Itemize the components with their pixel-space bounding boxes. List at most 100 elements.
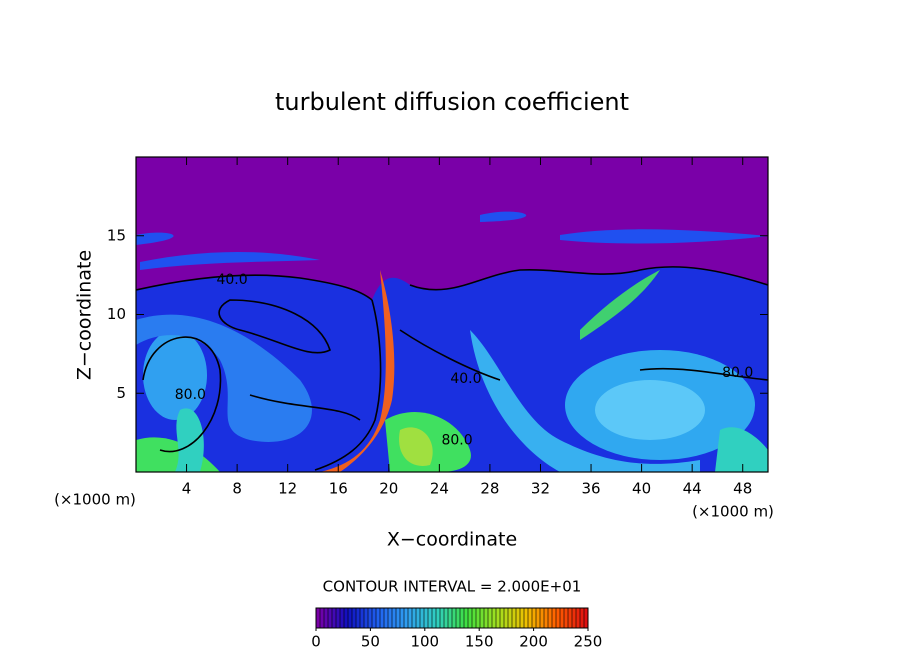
- colorbar-cell: [496, 608, 501, 628]
- colorbar-cell: [396, 608, 401, 628]
- colorbar-cell: [380, 608, 385, 628]
- colorbar-cell: [448, 608, 453, 628]
- colorbar-cell: [464, 608, 469, 628]
- colorbar-cell: [404, 608, 409, 628]
- colorbar-cell: [368, 608, 373, 628]
- colorbar-cell: [552, 608, 557, 628]
- colorbar-cell: [376, 608, 381, 628]
- colorbar-cell: [492, 608, 497, 628]
- contour-interval: CONTOUR INTERVAL = 2.000E+01: [323, 578, 582, 596]
- colorbar-cell: [428, 608, 433, 628]
- colorbar-cell: [364, 608, 369, 628]
- colorbar-cell: [564, 608, 569, 628]
- colorbar-cell: [344, 608, 349, 628]
- x-tick-label: 48: [733, 480, 752, 498]
- colorbar-cell: [576, 608, 581, 628]
- x-tick-label: 16: [329, 480, 348, 498]
- x-axis-label: X−coordinate: [387, 529, 517, 551]
- contour-label: 40.0: [216, 272, 247, 288]
- x-tick-label: 40: [632, 480, 651, 498]
- colorbar-cell: [524, 608, 529, 628]
- colorbar-cell: [340, 608, 345, 628]
- contour-line: [218, 299, 331, 354]
- colorbar-cell: [324, 608, 329, 628]
- colorbar-cell: [484, 608, 489, 628]
- colorbar-cell: [544, 608, 549, 628]
- colorbar-tick-label: 50: [361, 633, 380, 651]
- colorbar-cell: [452, 608, 457, 628]
- colorbar-cell: [372, 608, 377, 628]
- y-tick-label: 5: [116, 384, 126, 402]
- x-tick-label: 28: [480, 480, 499, 498]
- y-axis-label: Z−coordinate: [74, 250, 96, 380]
- colorbar-cell: [432, 608, 437, 628]
- colorbar-tick-label: 250: [574, 633, 603, 651]
- colorbar-cell: [540, 608, 545, 628]
- colorbar-tick-label: 100: [410, 633, 439, 651]
- x-tick-label: 12: [278, 480, 297, 498]
- colorbar-cell: [400, 608, 405, 628]
- contour-line: [249, 394, 361, 421]
- x-unit-label: (×1000 m): [54, 491, 136, 509]
- y-tick-label: 10: [107, 305, 126, 323]
- colorbar-cell: [504, 608, 509, 628]
- colorbar-cell: [500, 608, 505, 628]
- colorbar-cell: [508, 608, 513, 628]
- x-tick-label: 24: [430, 480, 449, 498]
- colorbar-cell: [580, 608, 585, 628]
- colorbar-cell: [360, 608, 365, 628]
- field-region: [136, 211, 768, 270]
- colorbar-cell: [408, 608, 413, 628]
- contour-label: 80.0: [722, 365, 753, 381]
- colorbar-cell: [316, 608, 321, 628]
- colorbar-cell: [332, 608, 337, 628]
- colorbar-cell: [520, 608, 525, 628]
- contour-line: [314, 299, 382, 471]
- colorbar-cell: [320, 608, 325, 628]
- colorbar-cell: [512, 608, 517, 628]
- colorbar-cell: [572, 608, 577, 628]
- contour-line: [142, 336, 222, 453]
- colorbar-cell: [480, 608, 485, 628]
- x-tick-label: 20: [379, 480, 398, 498]
- colorbar-cell: [388, 608, 393, 628]
- colorbar-tick-label: 200: [519, 633, 548, 651]
- colorbar-cell: [560, 608, 565, 628]
- colorbar-cell: [488, 608, 493, 628]
- colorbar-cell: [444, 608, 449, 628]
- colorbar-cell: [472, 608, 477, 628]
- colorbar-cell: [548, 608, 553, 628]
- colorbar-cell: [424, 608, 429, 628]
- x-tick-label: 4: [182, 480, 192, 498]
- contour-line: [399, 329, 501, 381]
- colorbar-cell: [468, 608, 473, 628]
- contour-line: [136, 274, 373, 301]
- colorbar-cell: [392, 608, 397, 628]
- colorbar-cell: [328, 608, 333, 628]
- x-tick-label: 36: [581, 480, 600, 498]
- colorbar-cell: [348, 608, 353, 628]
- field-region: [715, 427, 768, 472]
- x-tick-label: 44: [683, 480, 702, 498]
- colorbar-cell: [336, 608, 341, 628]
- colorbar-cell: [456, 608, 461, 628]
- contour-label: 80.0: [441, 433, 472, 449]
- chart-title: turbulent diffusion coefficient: [275, 88, 629, 116]
- colorbar-cell: [536, 608, 541, 628]
- colorbar-frame: [315, 607, 589, 629]
- colorbar-cell: [568, 608, 573, 628]
- field-region: [470, 330, 700, 472]
- colorbar-cell: [528, 608, 533, 628]
- colorbar-cell: [420, 608, 425, 628]
- field-region: [595, 380, 705, 440]
- colorbar-cell: [556, 608, 561, 628]
- colorbar-cell: [352, 608, 357, 628]
- colorbar-cell: [436, 608, 441, 628]
- field-region: [580, 270, 660, 340]
- field-region: [136, 314, 312, 442]
- x-unit-label: (×1000 m): [692, 503, 774, 521]
- colorbar-cell: [516, 608, 521, 628]
- colorbar-cell: [356, 608, 361, 628]
- x-tick-label: 8: [232, 480, 242, 498]
